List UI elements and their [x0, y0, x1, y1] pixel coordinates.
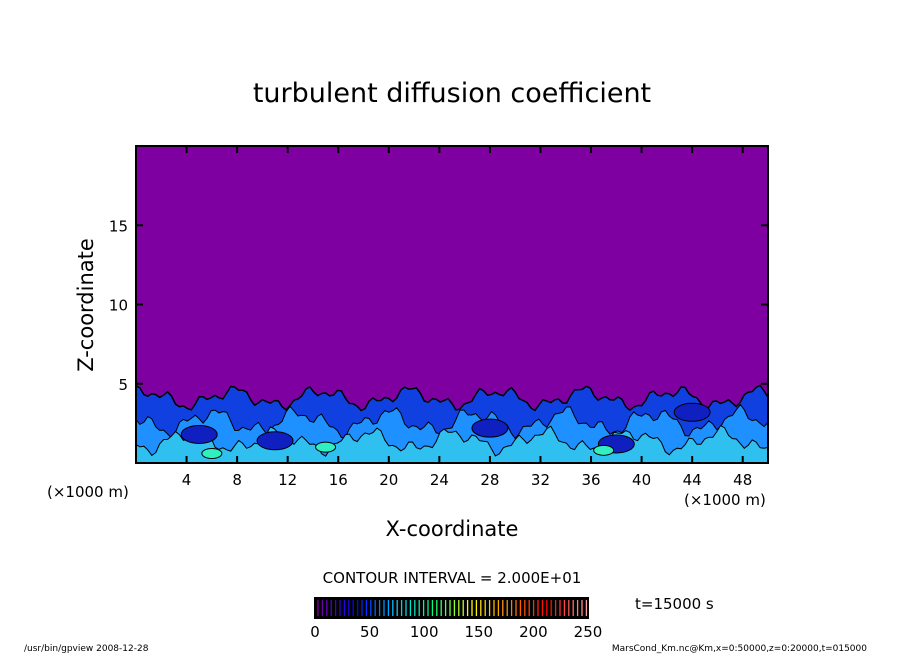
contour-region [593, 444, 615, 456]
colorbar-tick-label: 100 [410, 623, 439, 641]
chart-title: turbulent diffusion coefficient [253, 78, 651, 109]
x-tick-label: 16 [329, 471, 348, 489]
x-tick-label: 28 [480, 471, 499, 489]
x-tick-label: 32 [531, 471, 550, 489]
colorbar-frame [314, 597, 589, 619]
turbulent-layer [135, 384, 769, 464]
x-tick-label: 24 [430, 471, 449, 489]
x-unit-right: (×1000 m) [684, 491, 766, 509]
x-tick-label: 4 [182, 471, 192, 489]
x-tick-label: 44 [683, 471, 702, 489]
contour-region [201, 447, 223, 459]
footer-right: MarsCond_Km.nc@Km,x=0:50000,z=0:20000,t=… [612, 644, 867, 654]
x-axis-label: X-coordinate [386, 517, 519, 541]
x-unit-left: (×1000 m) [47, 483, 129, 501]
colorbar-ticks: 0 50 100 150 200 250 [310, 623, 602, 641]
y-tick-label: 10 [109, 297, 128, 315]
colorbar-tick-label: 200 [519, 623, 548, 641]
x-tick-label: 20 [379, 471, 398, 489]
x-axis: 4 8 12 16 20 24 28 32 36 40 44 48 [182, 146, 752, 489]
x-tick-label: 40 [632, 471, 651, 489]
contour-interval: CONTOUR INTERVAL = 2.000E+01 [323, 569, 582, 587]
y-axis: 5 10 15 [109, 217, 768, 394]
contour-region [315, 441, 337, 453]
y-tick-label: 5 [118, 376, 128, 394]
colorbar-tick-label: 0 [310, 623, 320, 641]
x-tick-label: 48 [733, 471, 752, 489]
contour-region [471, 418, 509, 438]
colorbar-tick-label: 50 [360, 623, 379, 641]
x-tick-label: 8 [232, 471, 242, 489]
colorbar-tick-label: 250 [574, 623, 603, 641]
footer-left: /usr/bin/gpview 2008-12-28 [24, 644, 149, 654]
contour-region [256, 431, 294, 451]
y-axis-label: Z-coordinate [74, 238, 98, 372]
x-tick-label: 12 [278, 471, 297, 489]
x-tick-label: 36 [581, 471, 600, 489]
contour-region [180, 424, 218, 444]
colorbar-tick-label: 150 [464, 623, 493, 641]
colorbar-stripes [317, 600, 588, 616]
time-label: t=15000 s [635, 595, 714, 613]
y-tick-label: 15 [109, 217, 128, 235]
contour-region [673, 402, 711, 422]
